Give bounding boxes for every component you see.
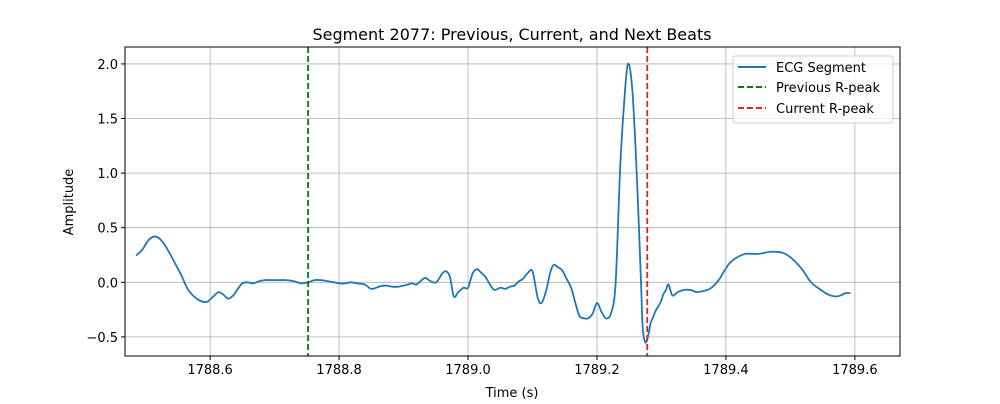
x-tick-label: 1788.6 bbox=[187, 363, 233, 378]
x-tick-label: 1789.0 bbox=[445, 363, 491, 378]
x-tick-label: 1789.2 bbox=[574, 363, 620, 378]
legend-box bbox=[732, 55, 894, 124]
plot-data bbox=[135, 47, 851, 356]
y-axis-label: Amplitude bbox=[62, 169, 77, 236]
x-axis-ticks: 1788.6 1788.8 1789.0 1789.2 1789.4 1789.6 bbox=[187, 356, 878, 378]
y-tick-label: 0.5 bbox=[97, 222, 118, 237]
y-tick-label: 1.0 bbox=[97, 167, 118, 182]
ecg-segment-line bbox=[135, 62, 851, 344]
y-axis-ticks: −0.5 0.0 0.5 1.0 1.5 2.0 bbox=[86, 58, 125, 346]
legend: ECG Segment Previous R-peak Current R-pe… bbox=[732, 55, 894, 124]
plot-frame bbox=[124, 46, 901, 357]
x-tick-label: 1789.6 bbox=[832, 363, 878, 378]
x-axis-label: Time (s) bbox=[485, 386, 539, 400]
y-tick-label: 2.0 bbox=[97, 58, 118, 73]
y-tick-label: −0.5 bbox=[86, 331, 118, 346]
chart-title: Segment 2077: Previous, Current, and Nex… bbox=[312, 25, 711, 44]
x-tick-label: 1788.8 bbox=[316, 363, 362, 378]
x-tick-label: 1789.4 bbox=[703, 363, 749, 378]
legend-label-current-r-peak: Current R-peak bbox=[776, 102, 874, 117]
legend-label-previous-r-peak: Previous R-peak bbox=[776, 81, 880, 96]
y-tick-label: 1.5 bbox=[97, 113, 118, 128]
y-tick-label: 0.0 bbox=[97, 276, 118, 291]
legend-label-ecg-segment: ECG Segment bbox=[776, 61, 866, 76]
